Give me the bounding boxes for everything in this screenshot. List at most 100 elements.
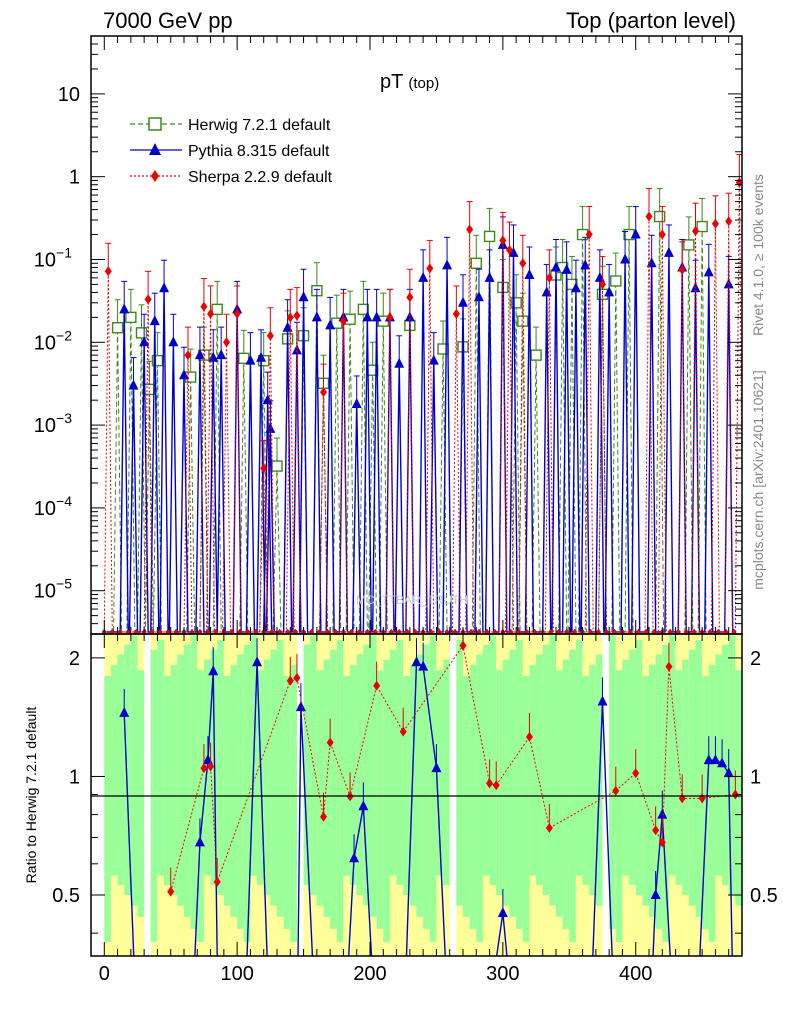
pythia-ratio-point (252, 656, 263, 667)
pythia-point (245, 354, 256, 365)
band-inner-segment (117, 654, 125, 886)
pythia-point (139, 336, 150, 347)
pythia-point (394, 357, 405, 368)
pythia-ratio-point (349, 852, 360, 863)
sherpa-empty-bin-marker (508, 629, 514, 634)
band-inner-segment (589, 664, 596, 895)
sherpa-point (519, 258, 527, 269)
pythia-ratio-point (597, 695, 608, 706)
band-inner-segment (383, 659, 390, 942)
x-tick-label: 200 (353, 963, 386, 985)
band-inner-segment (283, 675, 291, 929)
y-tick-label-base: 10 (34, 332, 56, 354)
sherpa-empty-bin-marker (245, 629, 251, 634)
ratio-y-tick-label-left: 1 (69, 766, 80, 788)
sherpa-empty-bin-marker (683, 629, 689, 634)
sherpa-empty-bin-marker (404, 629, 410, 634)
pythia-point (723, 278, 734, 289)
sherpa-empty-bin-marker (675, 629, 681, 634)
sherpa-point (200, 301, 208, 312)
herwig-point (530, 349, 542, 361)
ratio-y-tick-label-right: 2 (750, 648, 761, 670)
pythia-point (194, 349, 205, 360)
band-inner-segment (556, 670, 563, 917)
pythia-point (351, 397, 362, 408)
main-plot-series (101, 154, 742, 634)
pythia-point (149, 315, 160, 326)
ratio-uncertainty-bands (104, 634, 742, 956)
pythia-point (604, 286, 615, 297)
legend-pythia-marker (149, 143, 161, 155)
sherpa-empty-bin-marker (157, 629, 163, 634)
band-inner-segment (682, 659, 689, 895)
sherpa-empty-bin-marker (643, 629, 649, 634)
pythia-point (630, 228, 641, 239)
sherpa-empty-bin-marker (564, 629, 570, 634)
sherpa-ratio-point (213, 876, 221, 887)
pythia-point (362, 311, 373, 322)
pythia-ratio-point (650, 888, 661, 899)
band-inner-segment (502, 659, 510, 906)
sherpa-empty-bin-marker (309, 629, 315, 634)
pythia-point (159, 282, 170, 293)
herwig-point (125, 311, 137, 324)
ratio-plot-frame (90, 633, 743, 957)
y-tick-label-exponent: −1 (56, 244, 72, 260)
band-inner-segment (396, 640, 404, 886)
band-inner-segment (409, 664, 417, 906)
band-inner-segment (217, 640, 224, 895)
sherpa-empty-bin-marker (348, 629, 354, 634)
pythia-ratio-point (418, 660, 429, 671)
sherpa-point (207, 308, 215, 319)
band-inner-segment (416, 654, 424, 917)
pythia-point (128, 379, 139, 390)
ratio-y-tick-label-right: 1 (750, 766, 761, 788)
herwig-point (683, 239, 695, 251)
pythia-point (179, 369, 189, 380)
y-tick-label: 10−3 (34, 410, 72, 437)
sherpa-point (293, 310, 301, 321)
sherpa-point (266, 330, 274, 341)
sherpa-empty-bin-marker (412, 629, 418, 634)
sherpa-empty-bin-marker (125, 629, 131, 634)
sherpa-empty-bin-marker (133, 629, 139, 634)
band-inner-segment (476, 654, 483, 942)
band-inner-segment (190, 635, 198, 929)
sherpa-point (386, 312, 394, 323)
pythia-point (473, 291, 484, 302)
pythia-ratio-point (723, 767, 734, 778)
band-inner-segment (529, 664, 537, 876)
pythia-ratio-point (295, 701, 306, 712)
sherpa-point (104, 266, 112, 277)
sherpa-point (599, 279, 606, 290)
pythia-point (646, 257, 657, 268)
band-inner-segment (629, 649, 636, 886)
band-inner-segment (622, 659, 630, 876)
band-inner-segment (170, 664, 178, 895)
header-right: Top (parton level) (566, 8, 736, 33)
herwig-point (610, 275, 622, 287)
pythia-ratio-point (703, 754, 714, 765)
band-inner-segment (316, 670, 324, 906)
legend-sherpa-label: Sherpa 2.2.9 default (188, 169, 333, 186)
pythia-ratio-point (717, 757, 728, 768)
pythia-ratio-point (431, 762, 442, 773)
band-inner-segment (323, 659, 331, 917)
pythia-ratio-point (497, 907, 508, 918)
band-inner-segment (230, 664, 238, 917)
pythia-point (570, 282, 581, 293)
pythia-ratio-point (657, 808, 668, 819)
sherpa-ratio-point (459, 640, 467, 651)
band-inner-segment (277, 640, 284, 917)
ratio-y-tick-label-right: 0.5 (750, 885, 778, 907)
pythia-ratio-point (710, 754, 721, 765)
band-inner-segment (728, 635, 736, 895)
sherpa-point (286, 312, 294, 323)
band-inner-segment (702, 675, 709, 929)
legend-sherpa-marker (151, 170, 159, 182)
pythia-point (580, 259, 591, 270)
sherpa-ratio-point (293, 672, 301, 683)
sherpa-empty-bin-marker (667, 629, 673, 634)
sherpa-ratio-point (658, 837, 666, 848)
band-inner-segment (642, 675, 649, 906)
